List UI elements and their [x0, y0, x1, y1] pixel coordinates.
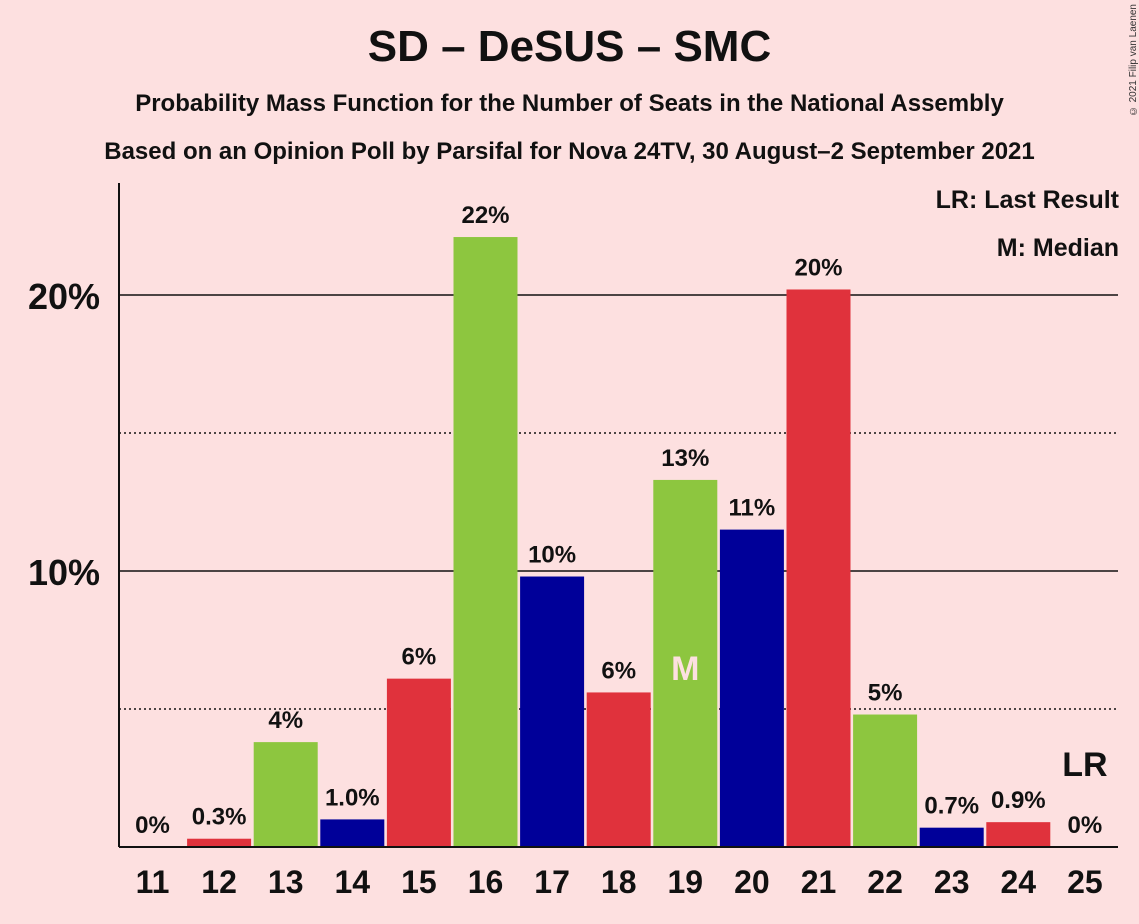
y-tick-label: 20%: [28, 276, 100, 317]
x-tick-label: 20: [734, 864, 770, 900]
bar-value-label: 0%: [1068, 812, 1103, 839]
bar-value-label: 5%: [868, 680, 903, 707]
x-tick-label: 19: [668, 864, 704, 900]
bar-value-label: 20%: [794, 254, 842, 281]
chart-subtitle: Probability Mass Function for the Number…: [135, 90, 1004, 117]
bar-value-label: 6%: [601, 657, 636, 684]
x-tick-label: 15: [401, 864, 437, 900]
x-tick-label: 24: [1001, 864, 1037, 900]
bar-value-label: 22%: [461, 202, 509, 229]
x-tick-label: 22: [867, 864, 903, 900]
bar-value-label: 0%: [135, 812, 170, 839]
bar: [786, 289, 851, 848]
legend-last-result: LR: Last Result: [935, 186, 1119, 214]
x-tick-label: 13: [268, 864, 304, 900]
bar: [253, 742, 318, 847]
bar-value-label: 6%: [402, 644, 437, 671]
bar-value-label: 0.7%: [924, 793, 979, 820]
y-tick-label: 10%: [28, 552, 100, 593]
x-tick-label: 17: [534, 864, 570, 900]
x-tick-label: 23: [934, 864, 970, 900]
bar: [986, 822, 1051, 847]
bar-value-label: 10%: [528, 542, 576, 569]
last-result-marker: LR: [1062, 746, 1107, 784]
bar-value-label: 13%: [661, 445, 709, 472]
x-tick-label: 16: [468, 864, 504, 900]
chart-source-subtitle: Based on an Opinion Poll by Parsifal for…: [104, 138, 1035, 165]
bar: [586, 692, 651, 847]
bar-value-label: 1.0%: [325, 784, 380, 811]
x-tick-label: 12: [201, 864, 237, 900]
legend-median: M: Median: [996, 234, 1119, 262]
bar-value-label: 4%: [268, 707, 303, 734]
x-tick-label: 11: [136, 864, 170, 900]
bar: [853, 714, 918, 847]
x-tick-label: 21: [801, 864, 837, 900]
x-tick-label: 18: [601, 864, 637, 900]
bar: [520, 576, 585, 847]
bar: [719, 529, 784, 847]
bar-value-label: 11%: [729, 495, 776, 522]
bar: [187, 838, 252, 847]
x-tick-label: 14: [335, 864, 371, 900]
bar: [653, 479, 718, 847]
bar: [919, 827, 984, 847]
bar-value-label: 0.3%: [192, 804, 247, 831]
median-marker: M: [671, 650, 699, 688]
bar-value-label: 0.9%: [991, 787, 1046, 814]
bar: [453, 237, 518, 848]
bar: [320, 819, 385, 847]
chart-title: SD – DeSUS – SMC: [367, 22, 772, 71]
bar: [386, 678, 451, 847]
x-tick-label: 25: [1067, 864, 1103, 900]
